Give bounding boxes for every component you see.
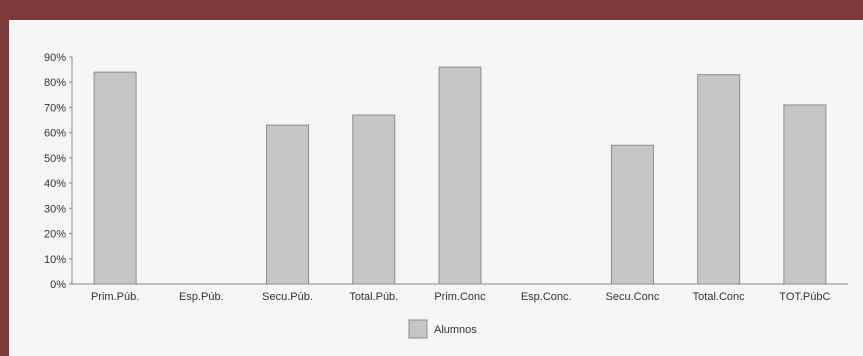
y-tick-label: 60%	[44, 128, 66, 140]
y-tick-label: 90%	[44, 52, 66, 64]
x-tick-label: Secu.Conc	[606, 291, 660, 303]
y-tick-label: 70%	[44, 102, 66, 114]
bar	[266, 124, 310, 285]
y-tick-label: 80%	[44, 77, 66, 89]
x-tick-label: Secu.Púb.	[262, 291, 313, 303]
bar	[783, 104, 827, 285]
y-tick-label: 0%	[50, 279, 66, 291]
x-tick-label: Prim.Conc	[434, 291, 486, 303]
bar	[93, 71, 137, 285]
legend-swatch	[408, 319, 428, 339]
y-tick-label: 30%	[44, 203, 66, 215]
y-tick-label: 40%	[44, 178, 66, 190]
x-tick-label: Total.Conc	[693, 291, 745, 303]
bar	[697, 74, 741, 285]
x-tick-label: Prim.Púb.	[91, 291, 139, 303]
y-tick-label: 50%	[44, 153, 66, 165]
x-tick-label: Total.Púb.	[349, 291, 398, 303]
y-tick-label: 10%	[44, 254, 66, 266]
x-tick-label: TOT.PúbC	[779, 291, 830, 303]
legend-label: Alumnos	[434, 324, 477, 336]
y-tick-label: 20%	[44, 229, 66, 241]
bar	[610, 144, 654, 285]
bar	[438, 66, 482, 285]
x-tick-label: Esp.Conc.	[521, 291, 572, 303]
bar	[352, 114, 396, 285]
x-tick-label: Esp.Púb.	[179, 291, 224, 303]
